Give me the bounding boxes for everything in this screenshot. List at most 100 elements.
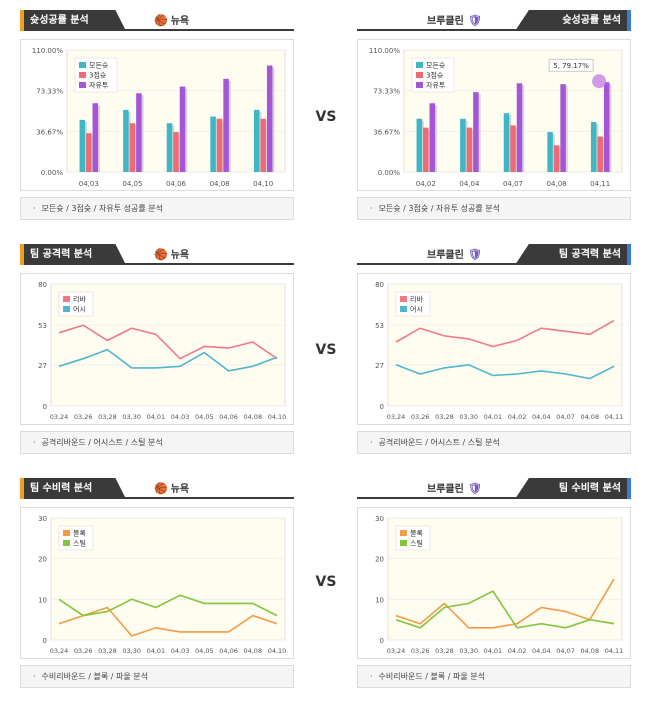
y-tick-label: 0 bbox=[43, 403, 47, 411]
panel-success-left: 슛성공률 분석 🏀 뉴욕 0.00% 36.67% 73.33% 110.00% 04,03 0… bbox=[20, 10, 294, 220]
legend-swatch bbox=[63, 306, 70, 312]
bar-자유투[interactable] bbox=[429, 103, 436, 172]
line-리바[interactable] bbox=[395, 319, 615, 348]
legend-label: 3점슛 bbox=[89, 72, 107, 80]
panel-defense-left: 팀 수비력 분석 🏀 뉴욕 0 10 20 30 03,24 03,26 03,28 03,30 04… bbox=[20, 478, 294, 688]
chart-box: 0 27 53 80 03,24 03,26 03,28 03,30 04,01 04,03 04,… bbox=[20, 273, 294, 425]
x-tick-label: 04,10 bbox=[268, 647, 287, 655]
footer-bullet: · bbox=[33, 672, 36, 681]
bar-3점슛[interactable] bbox=[173, 132, 179, 172]
y-tick-label: 110.00% bbox=[32, 47, 63, 55]
y-tick-label: 110.00% bbox=[369, 47, 400, 55]
y-tick-label: 53 bbox=[375, 322, 384, 330]
x-tick-label: 03,30 bbox=[122, 413, 141, 421]
vs-label-row-3: VS bbox=[315, 574, 337, 590]
team-name: 뉴욕 bbox=[170, 16, 190, 27]
x-tick-label: 04,04 bbox=[459, 180, 480, 188]
y-tick-label: 36.67% bbox=[373, 128, 400, 136]
y-tick-label: 53 bbox=[38, 322, 47, 330]
chart-svg: 0 10 20 30 03,24 03,26 03,28 03,30 04,01 04,03 04,… bbox=[38, 515, 287, 655]
bar-자유투[interactable] bbox=[92, 103, 99, 172]
line-어시[interactable] bbox=[395, 363, 615, 380]
line-스틸[interactable] bbox=[395, 590, 615, 629]
bar-자유투[interactable] bbox=[560, 84, 566, 172]
bar-자유투[interactable] bbox=[473, 92, 479, 172]
bar-모든슛[interactable] bbox=[416, 118, 423, 172]
legend-label: 어시 bbox=[73, 305, 86, 314]
panel-header: 팀 수비력 분석 브루클린 🛡 bbox=[357, 478, 631, 499]
bar-자유투[interactable] bbox=[136, 93, 142, 172]
chart-box: 0.00% 36.67% 73.33% 110.00% 04,03 04,05 04,06 0… bbox=[20, 39, 294, 191]
legend-swatch bbox=[63, 296, 70, 302]
y-tick-label: 0 bbox=[43, 637, 47, 645]
panel-defense-right: 팀 수비력 분석 브루클린 🛡 0 10 20 30 03,24 03,26 03,28 03,30… bbox=[357, 478, 631, 688]
y-tick-label: 20 bbox=[38, 556, 47, 564]
bar-3점슛[interactable] bbox=[216, 118, 223, 172]
x-tick-label: 03,28 bbox=[435, 413, 454, 421]
chart-svg: 0 10 20 30 03,24 03,26 03,28 03,30 04,01 04,02 04,… bbox=[375, 515, 624, 655]
x-tick-label: 04,04 bbox=[532, 413, 551, 421]
y-tick-label: 36.67% bbox=[36, 128, 63, 136]
bar-3점슛[interactable] bbox=[466, 127, 473, 172]
x-tick-label: 04,04 bbox=[532, 647, 551, 655]
legend-label: 모든슛 bbox=[426, 62, 446, 70]
bar-3점슛[interactable] bbox=[129, 123, 136, 172]
bar-모든슛[interactable] bbox=[79, 119, 86, 172]
x-tick-label: 03,24 bbox=[50, 647, 69, 655]
bar-자유투[interactable] bbox=[266, 65, 273, 172]
bar-모든슛[interactable] bbox=[123, 109, 129, 172]
chart-box: 0 10 20 30 03,24 03,26 03,28 03,30 04,01 04,02 04,… bbox=[357, 507, 631, 659]
chart-footer: · 공격리바운드 / 어시스트 / 스틸 분석 bbox=[357, 431, 631, 454]
footer-text: 공격리바운드 / 어시스트 / 스틸 분석 bbox=[378, 438, 500, 447]
panel-header: 팀 수비력 분석 🏀 뉴욕 bbox=[20, 478, 294, 499]
x-tick-label: 04,02 bbox=[508, 647, 527, 655]
bar-자유투[interactable] bbox=[179, 86, 186, 172]
legend-swatch bbox=[63, 540, 70, 546]
legend-swatch bbox=[416, 72, 423, 78]
x-tick-label: 04,08 bbox=[547, 180, 567, 188]
bar-모든슛[interactable] bbox=[503, 113, 510, 172]
x-tick-label: 04,11 bbox=[605, 647, 624, 655]
x-tick-label: 03,26 bbox=[74, 413, 93, 421]
y-tick-label: 0.00% bbox=[41, 169, 64, 177]
bar-모든슛[interactable] bbox=[460, 118, 466, 172]
x-tick-label: 04,07 bbox=[503, 180, 523, 188]
line-어시[interactable] bbox=[58, 348, 278, 372]
bar-3점슛[interactable] bbox=[86, 133, 92, 172]
line-스틸[interactable] bbox=[58, 594, 278, 617]
x-tick-label: 04,06 bbox=[166, 180, 187, 188]
legend-swatch bbox=[400, 306, 407, 312]
bar-모든슛[interactable] bbox=[253, 109, 260, 172]
x-tick-label: 04,11 bbox=[590, 180, 610, 188]
x-tick-label: 04,08 bbox=[243, 647, 262, 655]
line-블록[interactable] bbox=[395, 578, 615, 629]
bar-모든슛[interactable] bbox=[590, 122, 597, 172]
panel-header: 팀 공격력 분석 🏀 뉴욕 bbox=[20, 244, 294, 265]
bar-자유투[interactable] bbox=[516, 83, 523, 172]
x-tick-label: 03,28 bbox=[98, 647, 117, 655]
legend-swatch bbox=[400, 540, 407, 546]
bar-3점슛[interactable] bbox=[510, 125, 516, 172]
bar-모든슛[interactable] bbox=[166, 123, 173, 172]
bar-3점슛[interactable] bbox=[423, 127, 429, 172]
chart-footer: · 공격리바운드 / 어시스트 / 스틸 분석 bbox=[20, 431, 294, 454]
line-리바[interactable] bbox=[58, 324, 278, 360]
bar-3점슛[interactable] bbox=[597, 136, 603, 172]
vs-label-row-2: VS bbox=[315, 342, 337, 358]
knicks-logo-icon: 🏀 bbox=[154, 482, 168, 495]
bar-3점슛[interactable] bbox=[260, 118, 266, 172]
bar-3점슛[interactable] bbox=[553, 145, 560, 172]
y-tick-label: 0.00% bbox=[378, 169, 401, 177]
bar-자유투[interactable] bbox=[603, 82, 610, 172]
x-tick-label: 03,30 bbox=[459, 647, 478, 655]
header-rule bbox=[20, 263, 294, 265]
line-블록[interactable] bbox=[58, 606, 278, 637]
nets-logo-icon: 🛡 bbox=[467, 14, 482, 27]
bar-자유투[interactable] bbox=[223, 78, 229, 172]
bar-모든슛[interactable] bbox=[547, 132, 553, 172]
y-tick-label: 27 bbox=[38, 362, 47, 370]
y-tick-label: 10 bbox=[375, 596, 384, 604]
header-title: 팀 공격력 분석 bbox=[515, 244, 631, 265]
x-tick-label: 03,30 bbox=[122, 647, 141, 655]
bar-모든슛[interactable] bbox=[210, 116, 216, 172]
